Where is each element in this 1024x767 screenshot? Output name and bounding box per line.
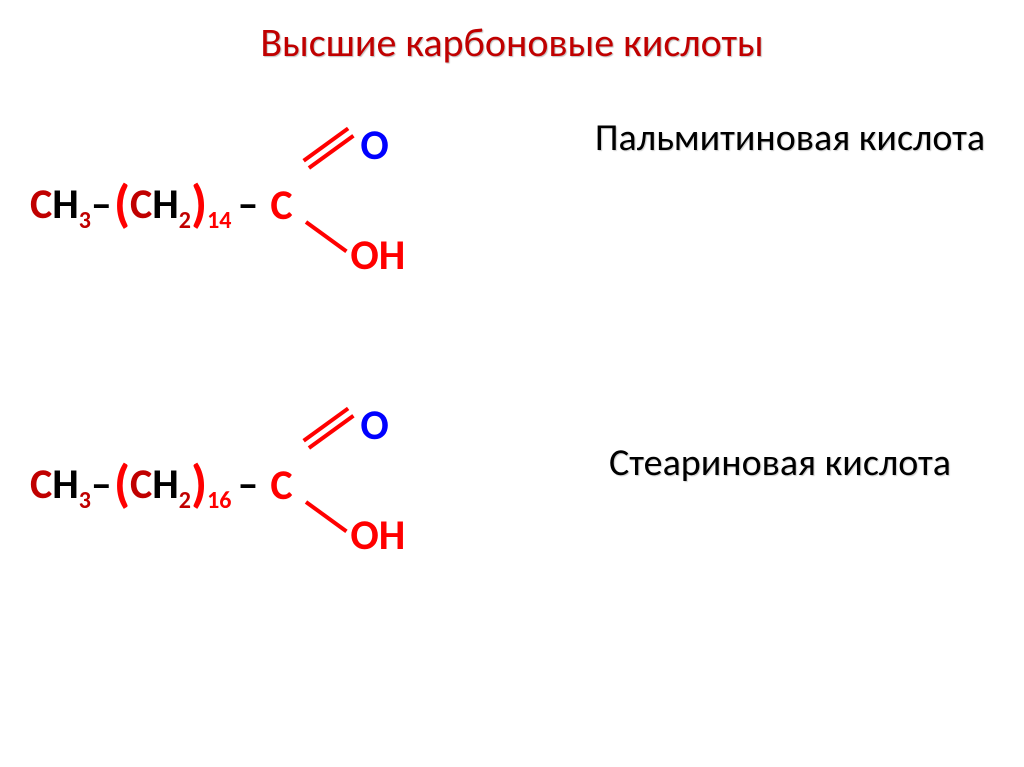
- carboxyl-c: C: [270, 180, 292, 231]
- ch2-sub: 2: [179, 209, 191, 233]
- paren-close-icon: ): [191, 457, 207, 509]
- carboxyl-o: O: [360, 400, 388, 451]
- paren-close-icon: ): [191, 177, 207, 229]
- bond-icon: –: [237, 464, 260, 506]
- chain-palmitic: CH3 – (CH2)14 –: [30, 174, 260, 226]
- ch3-h: H: [52, 464, 79, 506]
- ch3-c: C: [30, 184, 52, 226]
- paren-open-icon: (: [114, 457, 130, 509]
- paren-open-icon: (: [114, 177, 130, 229]
- single-bond-icon: [305, 220, 348, 253]
- repeat-sub: 14: [207, 209, 231, 233]
- ch2-h: H: [152, 464, 179, 506]
- ch2-sub: 2: [179, 489, 191, 513]
- double-bond-icon: [303, 407, 355, 449]
- formula-stearic: CH3 – (CH2)16 – C O OH: [30, 410, 440, 550]
- double-bond-icon: [303, 127, 355, 169]
- carboxyl-oh: OH: [350, 510, 405, 561]
- ch3-sub: 3: [79, 489, 91, 513]
- single-bond-icon: [305, 500, 348, 533]
- carboxyl-c: C: [270, 460, 292, 511]
- ch2-c: C: [130, 464, 152, 506]
- carboxyl-group: C O OH: [270, 130, 440, 270]
- ch3-h: H: [52, 184, 79, 226]
- label-stearic: Стеариновая кислота: [540, 440, 1020, 486]
- ch2-c: C: [130, 184, 152, 226]
- repeat-sub: 16: [207, 489, 231, 513]
- label-palmitic: Пальмитиновая кислота: [580, 110, 1000, 167]
- ch3-c: C: [30, 464, 52, 506]
- chain-stearic: CH3 – (CH2)16 –: [30, 454, 260, 506]
- ch2-h: H: [152, 184, 179, 226]
- formula-palmitic: CH3 – (CH2)14 – C O OH: [30, 130, 440, 270]
- bond-icon: –: [237, 184, 260, 226]
- carboxyl-group: C O OH: [270, 410, 440, 550]
- page-title: Высшие карбоновые кислоты: [0, 18, 1024, 67]
- carboxyl-oh: OH: [350, 230, 405, 281]
- bond-icon: –: [91, 464, 114, 506]
- bond-icon: –: [91, 184, 114, 226]
- ch3-sub: 3: [79, 209, 91, 233]
- carboxyl-o: O: [360, 120, 388, 171]
